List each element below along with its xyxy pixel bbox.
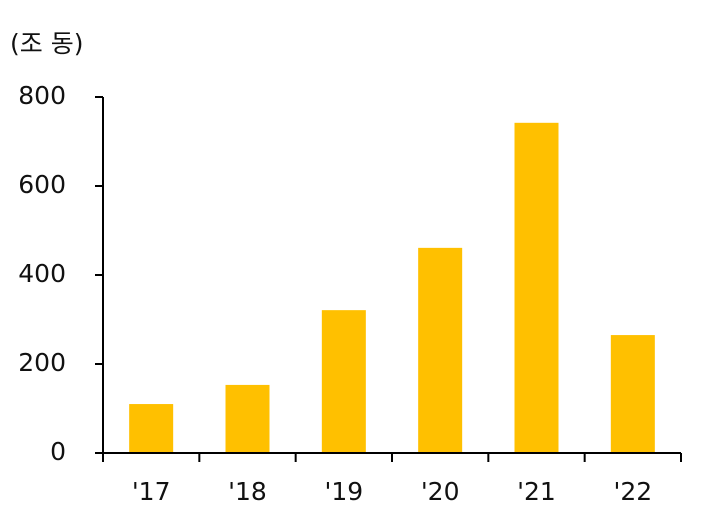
y-tick-label: 200 (18, 348, 66, 377)
bar (225, 384, 270, 453)
bar (321, 310, 366, 453)
y-tick-label: 600 (18, 170, 66, 199)
bar (514, 122, 559, 453)
bar (418, 247, 463, 453)
x-tick-label: '18 (228, 477, 267, 506)
x-tick-label: '21 (517, 477, 556, 506)
unit-label: (조 동) (10, 29, 83, 58)
x-tick-label: '17 (132, 477, 171, 506)
x-tick-label: '19 (324, 477, 363, 506)
bar (129, 404, 174, 453)
y-tick-label: 400 (18, 259, 66, 288)
y-tick-label: 0 (50, 437, 66, 466)
x-tick-label: '22 (613, 477, 652, 506)
y-tick-label: 800 (18, 81, 66, 110)
x-tick-label: '20 (421, 477, 460, 506)
bar (610, 335, 655, 453)
